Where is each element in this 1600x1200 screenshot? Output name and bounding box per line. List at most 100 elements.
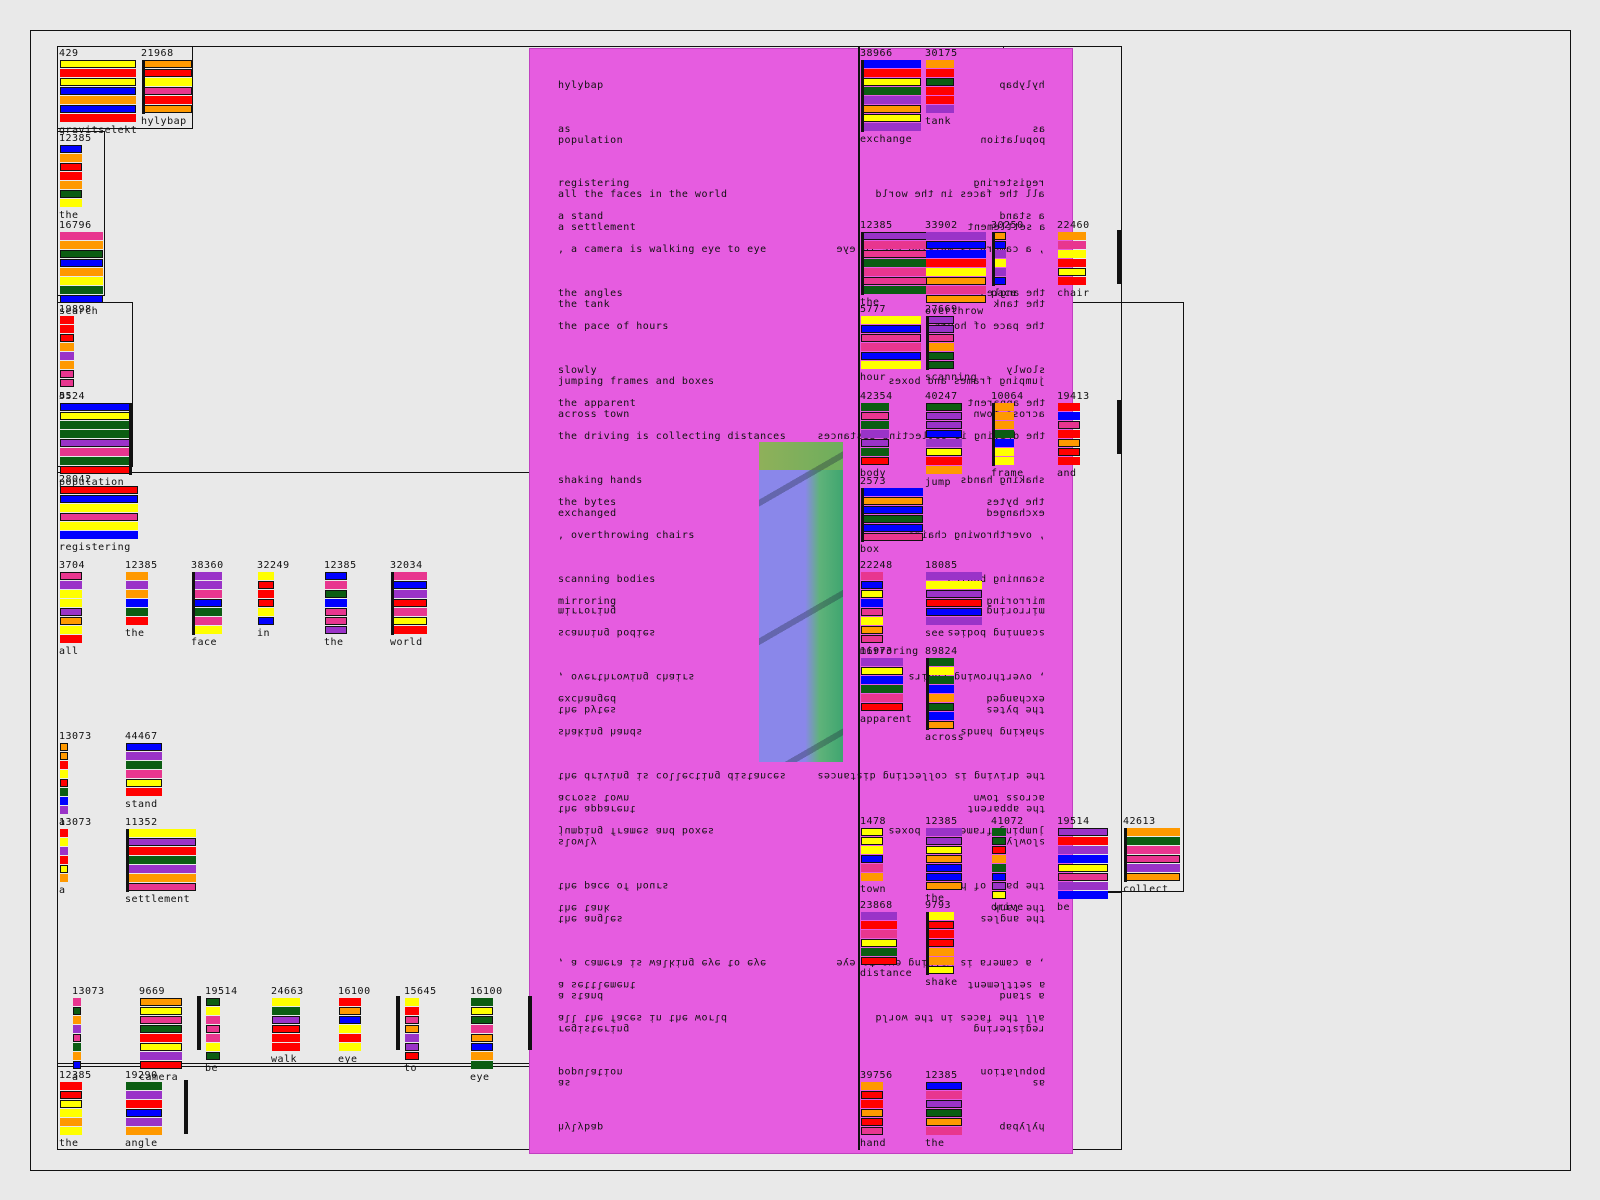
widget-count: 28042 — [59, 474, 92, 485]
widget-count: 30175 — [925, 48, 958, 59]
widget-count: 41072 — [991, 816, 1024, 827]
count-bar — [861, 96, 921, 104]
count-bar — [60, 599, 82, 607]
count-bar — [60, 87, 136, 95]
count-bar — [142, 105, 192, 113]
count-bar — [60, 513, 138, 521]
count-bar — [861, 533, 923, 541]
widget-count: 44467 — [125, 731, 158, 742]
poem-line-flipped: across town — [558, 792, 630, 803]
count-bar — [126, 1109, 162, 1117]
widget-label: shake — [925, 977, 958, 988]
count-bar — [992, 403, 1014, 411]
count-bar — [60, 797, 68, 805]
count-bar — [1058, 891, 1108, 899]
count-bar — [1124, 846, 1180, 854]
count-bar — [60, 325, 74, 333]
count-bar — [926, 295, 986, 303]
count-bar — [60, 105, 136, 113]
widget-label: stand — [125, 799, 158, 810]
count-bar — [272, 1016, 300, 1024]
count-bar — [405, 998, 419, 1006]
count-bar — [861, 572, 883, 580]
count-bar — [126, 608, 148, 616]
count-bar — [926, 69, 954, 77]
count-bar — [60, 199, 82, 207]
count-bar — [861, 325, 921, 333]
poem-line-flipped-mirrored: all the faces in the world — [875, 1012, 1045, 1023]
count-bar — [1058, 241, 1086, 249]
count-bar — [861, 114, 921, 122]
count-bar — [861, 846, 883, 854]
count-bar — [1058, 828, 1108, 836]
count-bar — [861, 685, 903, 693]
poem-line: exchanged — [558, 508, 617, 519]
count-bar — [926, 1082, 962, 1090]
count-bar — [258, 608, 274, 616]
count-bar — [60, 522, 138, 530]
count-bar — [926, 948, 954, 956]
count-bar — [926, 277, 986, 285]
image-strip-top — [759, 442, 843, 470]
poem-line-flipped: the driving is collecting distances — [558, 770, 787, 781]
widget-label: search — [59, 306, 99, 317]
count-bar — [192, 572, 222, 580]
widget-label: the — [925, 1138, 945, 1149]
count-bar — [926, 873, 962, 881]
count-bar — [861, 864, 883, 872]
count-bar — [60, 114, 136, 122]
count-bar — [1058, 855, 1108, 863]
count-bar — [60, 806, 68, 814]
widget-label: as — [59, 390, 73, 401]
widget-label: eye — [338, 1054, 358, 1065]
poem-line: the angles — [558, 288, 624, 299]
count-bar — [861, 694, 903, 702]
count-bar — [60, 352, 74, 360]
poem-line-flipped-mirrored: the apparent — [967, 803, 1046, 814]
bar-rule — [861, 232, 864, 295]
count-bar — [60, 457, 132, 465]
count-bar — [60, 421, 132, 429]
count-bar — [60, 361, 74, 369]
widget-label: and — [1057, 468, 1077, 479]
widget-count: 32249 — [257, 560, 290, 571]
count-bar — [258, 599, 274, 607]
count-bar — [926, 421, 962, 429]
widget-count: 3704 — [59, 560, 86, 571]
poem-line-flipped: exchanged — [558, 693, 617, 704]
widget-count: 9669 — [139, 986, 166, 997]
count-bar — [73, 1061, 81, 1069]
count-bar — [60, 241, 103, 249]
count-bar — [1124, 828, 1180, 836]
count-bar — [60, 617, 82, 625]
widget-count: 5777 — [860, 304, 887, 315]
count-bar — [206, 1043, 220, 1051]
widget-count: 40247 — [925, 391, 958, 402]
widget-count: 12385 — [860, 220, 893, 231]
count-bar — [926, 667, 954, 675]
count-bar — [60, 181, 82, 189]
count-bar — [926, 466, 962, 474]
group-frame — [57, 46, 193, 129]
count-bar — [142, 78, 192, 86]
widget-label: tank — [925, 116, 952, 127]
count-bar — [272, 1043, 300, 1051]
poem-line: , overthrowing chairs — [558, 530, 695, 541]
count-bar — [926, 572, 982, 580]
count-bar — [391, 626, 427, 634]
count-bar — [73, 1043, 81, 1051]
widget-label: population — [59, 477, 125, 488]
count-bar — [258, 590, 274, 598]
widget-count: 24663 — [271, 986, 304, 997]
bar-rule — [192, 572, 195, 635]
bar-rule — [861, 60, 864, 132]
count-bar — [926, 268, 986, 276]
count-bar — [60, 635, 82, 643]
count-bar — [206, 1034, 220, 1042]
count-bar — [1058, 882, 1108, 890]
poem-line-flipped: , overthrowing chairs — [558, 671, 695, 682]
count-bar — [926, 676, 954, 684]
poem-line-mirrored: exchanged — [986, 508, 1045, 519]
count-bar — [926, 448, 962, 456]
count-bar — [60, 316, 74, 324]
